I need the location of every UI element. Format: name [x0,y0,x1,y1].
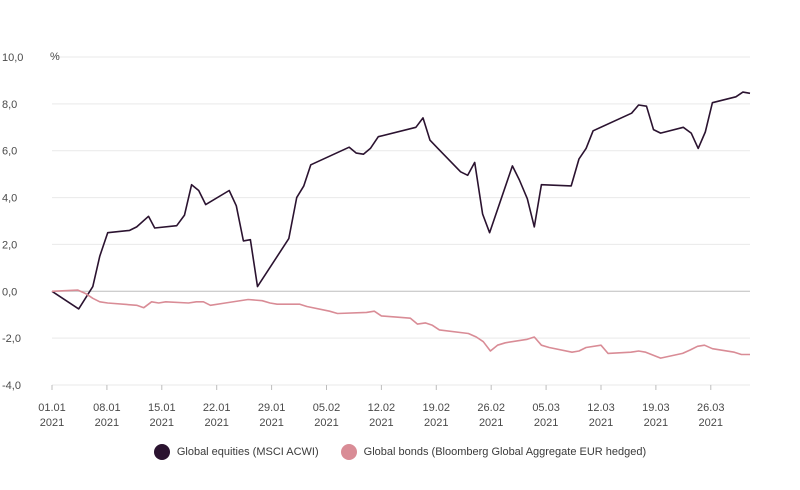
x-tick-label: 12.03 [587,402,615,414]
y-tick-label: 8,0 [2,99,17,111]
y-tick-label: 2,0 [2,239,17,251]
x-tick-label: 05.03 [532,402,560,414]
x-tick-label: 26.02 [477,402,505,414]
series-line-bonds [51,289,750,359]
series-lines [51,91,751,359]
y-tick-label: 0,0 [2,286,17,298]
x-axis: 01.01 2021 08.01 2021 15.01 2021 22.01 2021 29.0… [38,385,725,429]
x-tick-year: 2021 [314,417,338,429]
x-tick-year: 2021 [259,417,283,429]
x-tick-label: 12.02 [368,402,396,414]
legend-label-equities: Global equities (MSCI ACWI) [176,446,319,458]
x-tick-year: 2021 [589,417,613,429]
x-tick-label: 19.03 [642,402,670,414]
x-tick-year: 2021 [204,417,228,429]
x-tick-year: 2021 [40,417,64,429]
x-tick-label: 15.01 [148,402,176,414]
legend-item-bonds: Global bonds (Bloomberg Global Aggregate… [340,444,647,460]
legend-label-bonds: Global bonds (Bloomberg Global Aggregate… [363,446,647,458]
x-tick-year: 2021 [534,417,558,429]
y-axis: 10,0 8,0 6,0 4,0 2,0 0,0 -2,0 -4,0 [2,52,23,392]
x-tick-label: 22.01 [203,402,231,414]
grid [52,56,750,386]
x-tick-label: 19.02 [423,402,451,414]
x-tick-year: 2021 [644,417,668,429]
unit-label: % [50,51,60,63]
x-tick-year: 2021 [479,417,503,429]
legend-item-equities: Global equities (MSCI ACWI) [153,444,319,460]
x-tick-label: 05.02 [313,402,341,414]
y-tick-label: 10,0 [2,52,23,64]
y-tick-label: -4,0 [2,380,21,392]
series-line-equities [51,91,751,310]
legend-swatch-equities [153,444,170,460]
x-tick-label: 26.03 [697,402,725,414]
x-tick-year: 2021 [150,417,174,429]
x-tick-label: 01.01 [38,402,66,414]
x-tick-year: 2021 [424,417,448,429]
y-tick-label: -2,0 [2,333,21,345]
x-tick-label: 29.01 [258,402,286,414]
y-tick-label: 4,0 [2,193,17,205]
x-tick-year: 2021 [95,417,119,429]
x-tick-year: 2021 [699,417,723,429]
x-tick-year: 2021 [369,417,393,429]
line-chart: 10,08,06,04,02,00,0-2,0-4,0 % 01.0120210… [2,51,751,429]
legend: Global equities (MSCI ACWI) Global bonds… [0,444,800,460]
x-tick-label: 08.01 [93,402,121,414]
legend-swatch-bonds [340,444,357,460]
y-tick-label: 6,0 [2,146,17,158]
